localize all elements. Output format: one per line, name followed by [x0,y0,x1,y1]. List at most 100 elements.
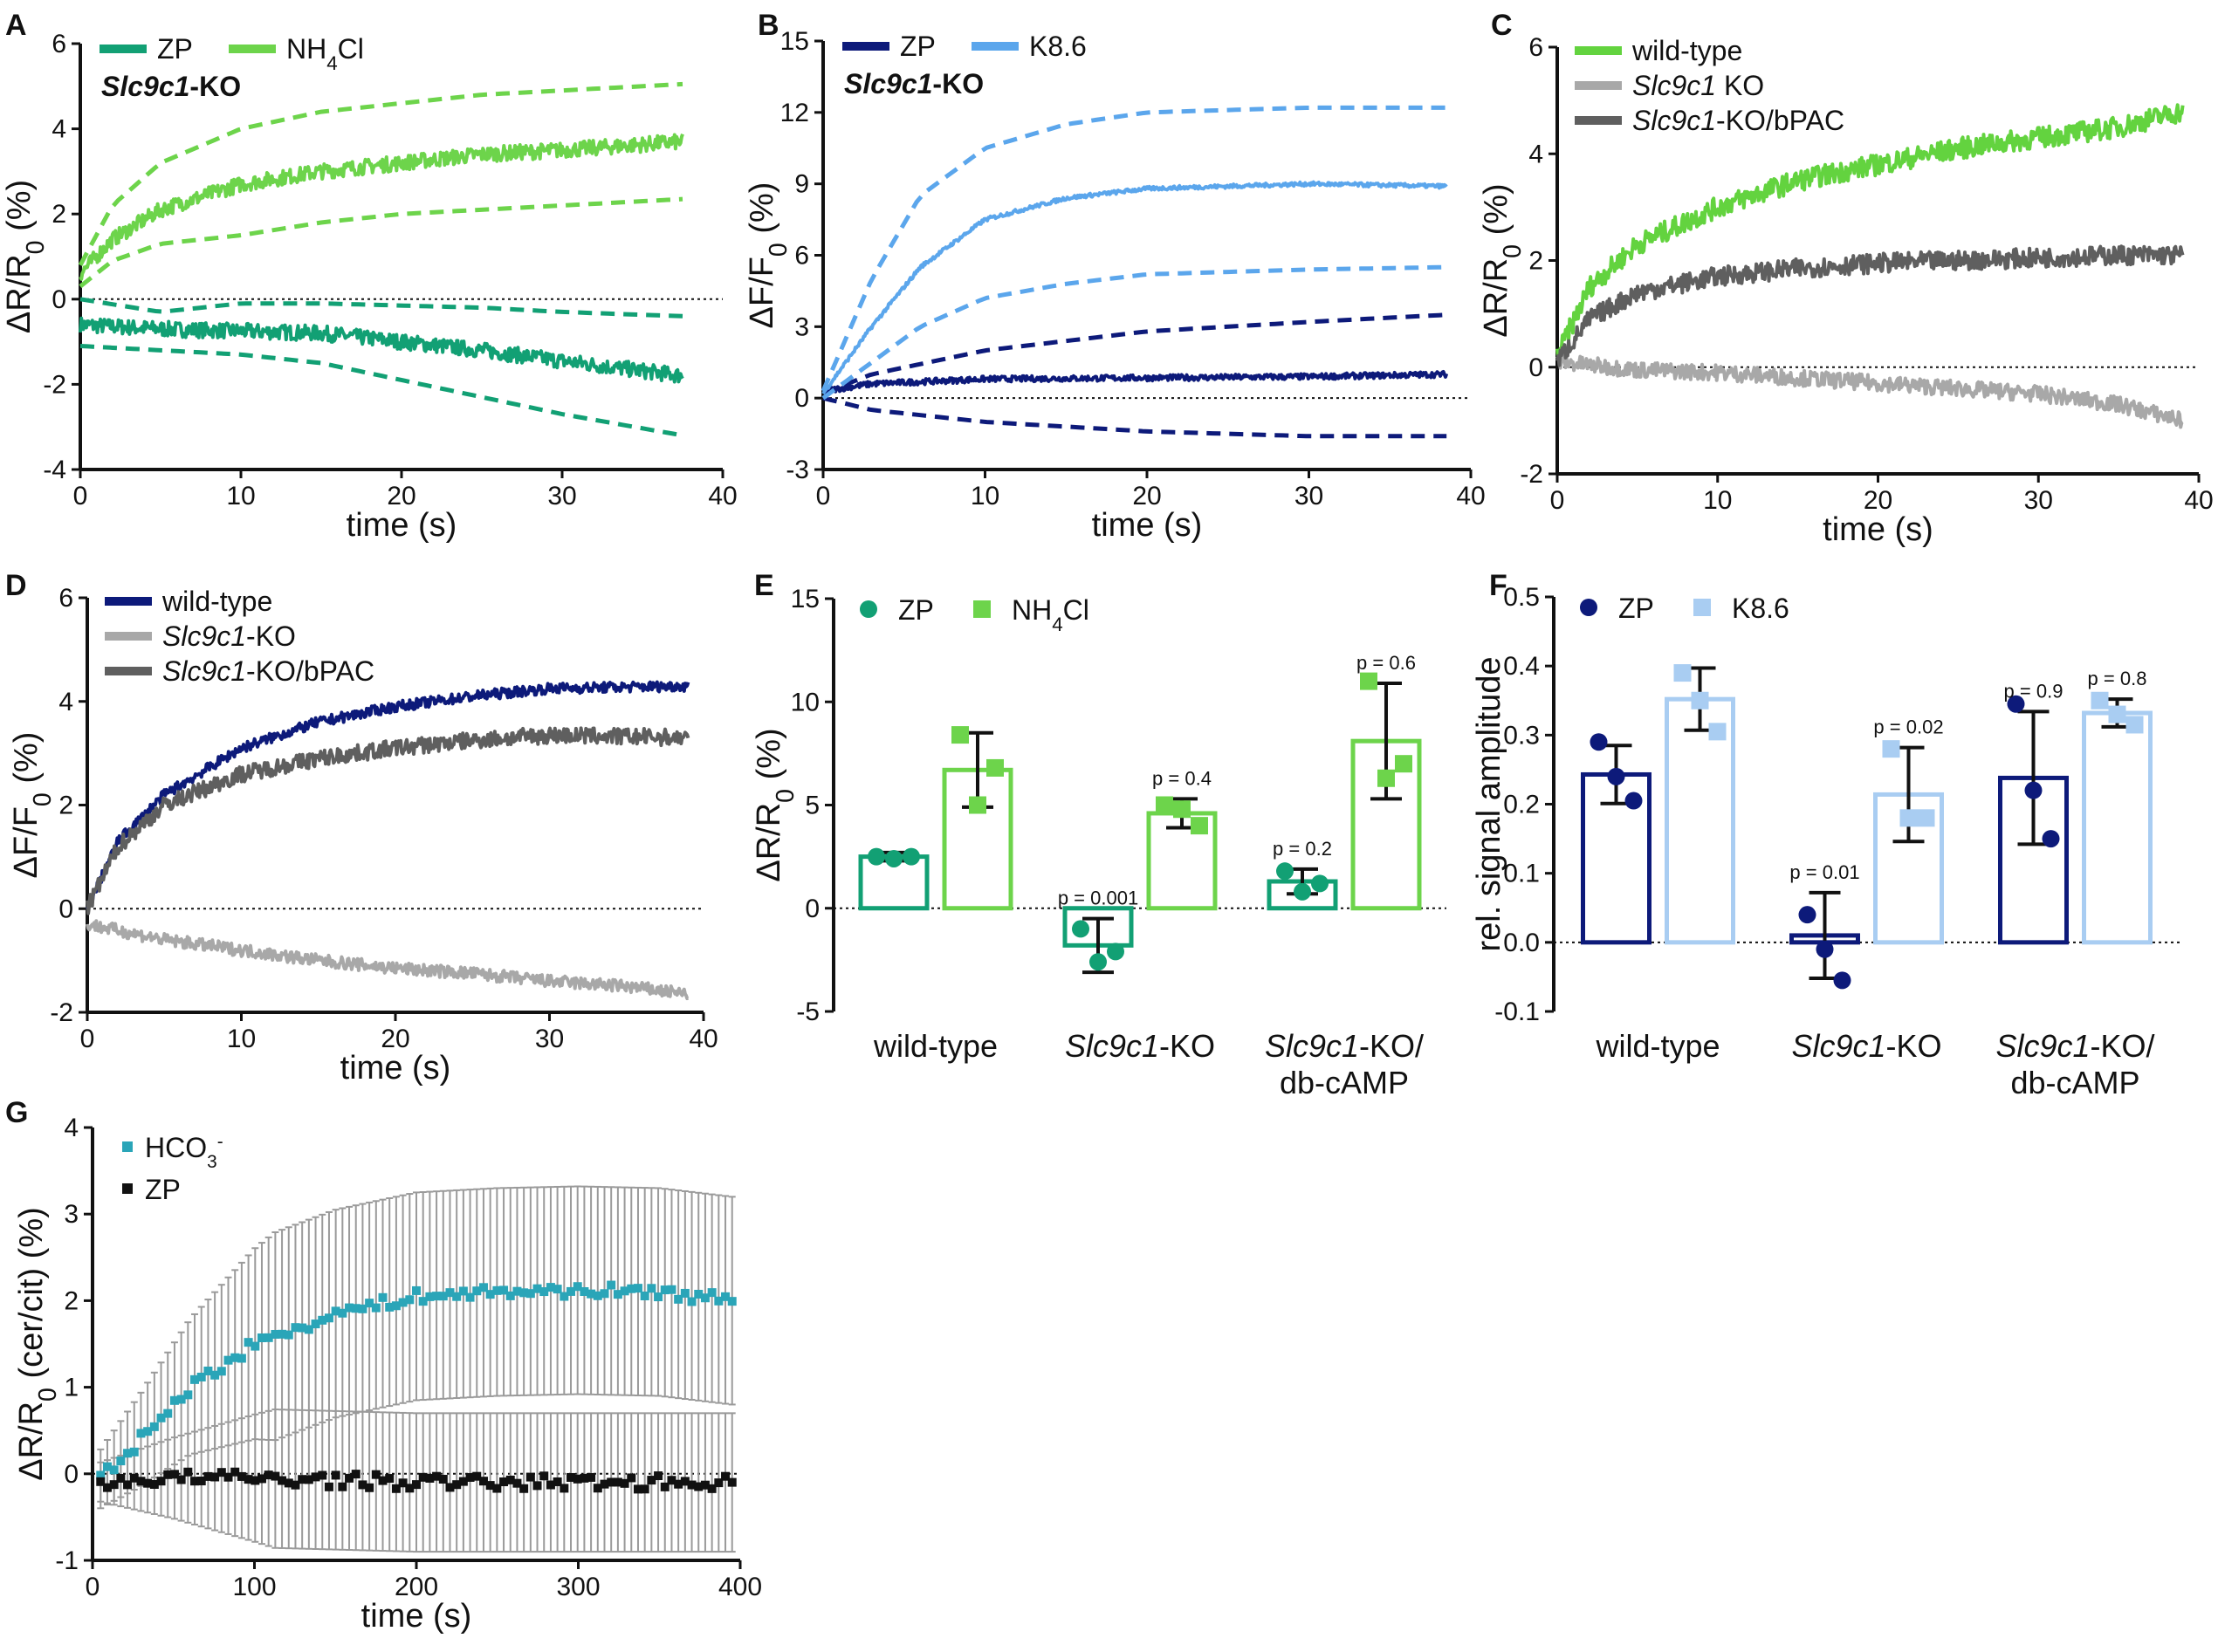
legend-marker [1693,599,1711,616]
data-point [680,1477,690,1486]
data-point [109,1480,119,1490]
panel-letter: E [754,569,774,602]
data-point [129,1473,139,1483]
data-point [318,1315,327,1325]
legend-marker [973,600,991,618]
data-point [351,1470,361,1479]
data-point [485,1290,495,1299]
panel-letter: F [1489,569,1507,602]
data-point [358,1480,367,1490]
y-tick-label: 6 [52,30,66,58]
y-axis-label: rel. signal amplitude [1471,657,1507,952]
data-point [700,1293,710,1303]
y-tick-label: 1 [64,1374,79,1402]
x-tick-label: 30 [2024,486,2053,515]
series-line [79,316,684,384]
data-point [1833,971,1851,990]
y-tick-label: 6 [794,242,809,271]
data-point [613,1477,622,1487]
data-point [553,1285,562,1294]
data-point [700,1480,710,1490]
data-point [163,1409,173,1418]
data-point [567,1286,576,1296]
y-axis-label: ΔF/F0 (%) [8,732,57,879]
data-point [721,1292,731,1301]
data-point [546,1480,555,1490]
data-point [418,1472,428,1482]
legend-label: Slc9c1 KO [1632,70,1764,101]
data-point [190,1374,200,1384]
data-point [1708,723,1727,741]
data-point [1816,940,1834,958]
data-point [318,1470,327,1480]
x-axis-label: time (s) [1823,511,1933,548]
data-point [358,1304,367,1313]
data-point [149,1422,159,1431]
data-point [196,1372,206,1381]
series-upper-bound [822,312,1447,396]
data-point [183,1467,193,1477]
x-tick-label: 40 [708,482,737,511]
data-point [291,1480,300,1490]
x-tick-label: 0 [73,482,88,511]
data-point [580,1473,589,1483]
x-tick-label: 20 [1864,486,1892,515]
data-point [432,1471,442,1481]
data-point [2091,691,2109,709]
data-point [251,1476,260,1485]
data-point [264,1470,273,1480]
data-point [385,1302,395,1312]
legend-label: ZP [898,594,934,626]
data-point [707,1288,717,1298]
data-point [2042,830,2060,848]
data-point [169,1395,179,1405]
data-point [116,1457,126,1466]
data-point [1294,882,1311,901]
data-point [210,1370,220,1380]
data-point [532,1284,542,1293]
series-line [1555,353,2184,429]
data-point [472,1471,482,1481]
y-tick-label: 4 [64,1114,79,1142]
data-point [257,1474,266,1484]
data-point [573,1282,582,1292]
x-tick-label: 300 [556,1573,600,1601]
data-point [687,1297,697,1306]
y-tick-label: 15 [780,27,809,56]
p-value-label: p = 0.001 [1058,888,1138,909]
data-point [607,1477,616,1487]
legend-label: K8.6 [1732,593,1789,624]
data-point [203,1366,213,1375]
data-point [505,1291,515,1300]
data-point [465,1292,475,1302]
x-tick-label: 20 [381,1025,409,1053]
x-axis-label: time (s) [340,1050,451,1086]
y-tick-label: 0.0 [1503,929,1540,957]
data-point [654,1292,663,1302]
y-tick-label: 5 [805,792,820,820]
y-tick-label: -0.1 [1494,997,1540,1026]
y-tick-label: 6 [58,584,73,613]
panel-letter: D [5,569,27,602]
data-point [298,1475,307,1484]
data-point [123,1449,133,1458]
y-tick-label: 10 [791,688,820,716]
data-point [674,1479,683,1489]
data-point [391,1301,401,1311]
data-point [149,1479,159,1489]
data-point [680,1288,690,1298]
data-point [519,1484,529,1493]
data-point [573,1474,582,1484]
data-point [371,1470,381,1479]
series-line [822,370,1449,394]
y-tick-label: 4 [52,115,66,144]
data-point [116,1473,126,1483]
y-tick-label: 0 [64,1460,79,1489]
data-point [190,1477,200,1486]
series-lower-bound [79,344,683,438]
legend-marker [122,1141,133,1152]
x-tick-label: 0 [1550,486,1565,515]
legend-label: Slc9c1-KO/bPAC [162,655,374,687]
